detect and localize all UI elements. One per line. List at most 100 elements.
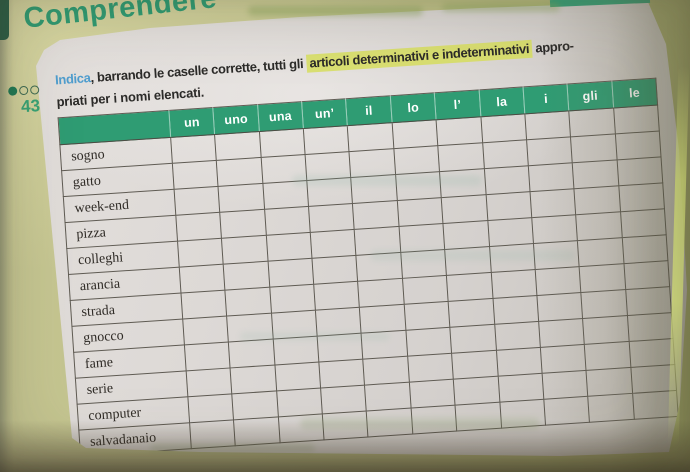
article-cell[interactable] [482, 139, 529, 169]
article-cell[interactable] [487, 217, 534, 247]
article-cell[interactable] [581, 289, 628, 319]
article-cell[interactable] [535, 266, 582, 296]
article-cell[interactable] [349, 148, 396, 178]
article-cell[interactable] [312, 255, 359, 285]
article-cell[interactable] [359, 304, 406, 334]
article-cell[interactable] [175, 212, 222, 242]
article-cell[interactable] [228, 339, 275, 368]
article-cell[interactable] [233, 416, 280, 446]
article-cell[interactable] [363, 356, 410, 386]
article-cell[interactable] [315, 307, 362, 337]
article-cell[interactable] [223, 261, 270, 291]
article-cell[interactable] [364, 382, 411, 412]
article-cell[interactable] [303, 125, 350, 155]
article-cell[interactable] [441, 194, 488, 224]
article-cell[interactable] [570, 133, 617, 163]
article-cell[interactable] [630, 364, 677, 394]
article-cell[interactable] [264, 206, 311, 236]
article-cell[interactable] [613, 105, 660, 134]
article-cell[interactable] [632, 390, 679, 420]
article-cell[interactable] [358, 278, 405, 308]
article-cell[interactable] [186, 367, 233, 397]
article-cell[interactable] [625, 286, 672, 316]
article-cell[interactable] [628, 338, 675, 368]
article-cell[interactable] [449, 324, 496, 354]
article-cell[interactable] [398, 223, 445, 253]
article-cell[interactable] [262, 180, 309, 210]
article-cell[interactable] [538, 318, 585, 348]
article-cell[interactable] [437, 142, 484, 172]
article-cell[interactable] [402, 275, 449, 305]
article-cell[interactable] [448, 298, 495, 328]
article-cell[interactable] [439, 168, 486, 198]
article-cell[interactable] [574, 185, 621, 215]
article-cell[interactable] [318, 359, 365, 389]
article-cell[interactable] [492, 295, 539, 325]
article-cell[interactable] [568, 108, 615, 137]
article-cell[interactable] [444, 246, 491, 276]
article-cell[interactable] [354, 226, 401, 256]
article-cell[interactable] [409, 379, 456, 409]
article-cell[interactable] [216, 157, 263, 187]
article-cell[interactable] [187, 393, 234, 423]
article-cell[interactable] [170, 134, 217, 164]
article-cell[interactable] [494, 321, 541, 351]
article-cell[interactable] [577, 237, 624, 267]
article-cell[interactable] [455, 402, 502, 432]
article-cell[interactable] [453, 376, 500, 406]
article-cell[interactable] [347, 122, 394, 152]
article-cell[interactable] [214, 131, 261, 161]
article-cell[interactable] [436, 116, 483, 146]
article-cell[interactable] [272, 336, 319, 366]
article-cell[interactable] [221, 235, 268, 265]
article-cell[interactable] [582, 315, 629, 345]
article-cell[interactable] [306, 177, 353, 207]
article-cell[interactable] [232, 390, 279, 420]
article-cell[interactable] [271, 310, 318, 340]
article-cell[interactable] [179, 264, 226, 294]
article-cell[interactable] [308, 203, 355, 233]
article-cell[interactable] [572, 159, 619, 189]
article-cell[interactable] [614, 131, 662, 160]
article-cell[interactable] [397, 197, 444, 227]
article-cell[interactable] [395, 171, 442, 201]
article-cell[interactable] [180, 290, 227, 320]
article-cell[interactable] [266, 232, 313, 262]
article-cell[interactable] [620, 208, 667, 238]
article-cell[interactable] [305, 151, 352, 181]
article-cell[interactable] [278, 413, 325, 443]
article-cell[interactable] [499, 399, 546, 429]
article-cell[interactable] [220, 209, 267, 239]
article-cell[interactable] [529, 188, 576, 218]
article-cell[interactable] [322, 411, 369, 440]
article-cell[interactable] [267, 258, 314, 288]
article-cell[interactable] [393, 145, 440, 175]
article-cell[interactable] [623, 260, 670, 290]
article-cell[interactable] [276, 388, 323, 417]
article-cell[interactable] [621, 234, 668, 264]
article-cell[interactable] [536, 292, 583, 322]
article-cell[interactable] [410, 405, 457, 435]
article-cell[interactable] [485, 191, 532, 221]
article-cell[interactable] [177, 238, 224, 268]
article-cell[interactable] [320, 385, 367, 414]
article-cell[interactable] [526, 136, 573, 166]
article-cell[interactable] [483, 165, 530, 195]
article-cell[interactable] [616, 156, 663, 186]
article-cell[interactable] [400, 249, 447, 279]
article-cell[interactable] [404, 301, 450, 331]
article-cell[interactable] [184, 342, 231, 371]
article-cell[interactable] [391, 119, 438, 149]
article-cell[interactable] [528, 162, 575, 192]
article-cell[interactable] [313, 281, 360, 311]
article-cell[interactable] [543, 396, 590, 426]
article-cell[interactable] [352, 200, 399, 230]
article-cell[interactable] [540, 344, 587, 374]
article-cell[interactable] [218, 183, 265, 213]
article-cell[interactable] [356, 252, 403, 282]
article-cell[interactable] [443, 220, 490, 250]
article-cell[interactable] [260, 154, 307, 184]
article-cell[interactable] [533, 240, 580, 270]
article-cell[interactable] [627, 312, 674, 342]
article-cell[interactable] [182, 316, 229, 345]
